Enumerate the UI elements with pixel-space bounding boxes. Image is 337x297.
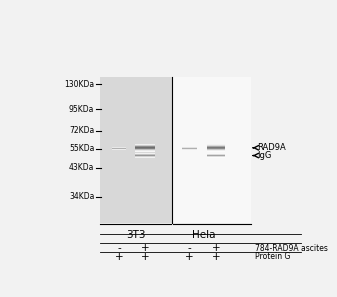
Text: RAD9A: RAD9A — [257, 143, 286, 152]
Text: Hela: Hela — [191, 230, 215, 241]
Text: +: + — [185, 252, 194, 262]
Text: +: + — [115, 252, 123, 262]
Text: +: + — [212, 243, 220, 253]
Text: +: + — [212, 252, 220, 262]
Text: 55KDa: 55KDa — [69, 144, 94, 153]
Text: +: + — [141, 243, 150, 253]
Text: 784-RAD9A ascites: 784-RAD9A ascites — [255, 244, 328, 253]
Text: -: - — [117, 243, 121, 253]
Bar — [173, 77, 251, 223]
Text: 3T3: 3T3 — [126, 230, 146, 241]
Text: 72KDa: 72KDa — [69, 127, 94, 135]
Text: 34KDa: 34KDa — [69, 192, 94, 201]
Text: IgG: IgG — [257, 151, 272, 160]
Text: Protein G: Protein G — [255, 252, 290, 261]
Text: 95KDa: 95KDa — [69, 105, 94, 113]
Text: +: + — [141, 252, 150, 262]
Text: -: - — [188, 243, 191, 253]
Text: 130KDa: 130KDa — [64, 80, 94, 89]
Text: 43KDa: 43KDa — [69, 163, 94, 172]
Bar — [100, 77, 173, 223]
